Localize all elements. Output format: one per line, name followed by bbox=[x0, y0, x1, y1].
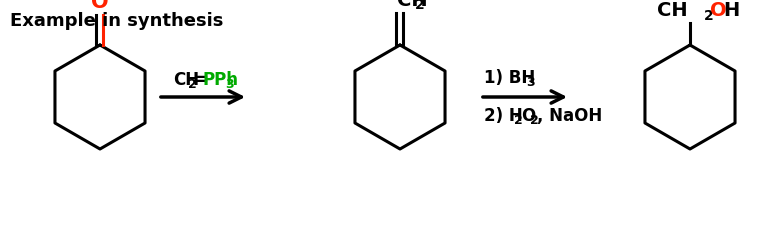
Text: O: O bbox=[710, 1, 727, 20]
Text: O: O bbox=[91, 0, 109, 12]
Text: CH: CH bbox=[397, 0, 428, 10]
Text: PPh: PPh bbox=[203, 71, 239, 89]
Text: 2: 2 bbox=[514, 114, 523, 127]
Text: 2) H: 2) H bbox=[484, 106, 523, 124]
Text: 2: 2 bbox=[530, 114, 538, 127]
Text: Example in synthesis: Example in synthesis bbox=[10, 12, 223, 30]
Text: 3: 3 bbox=[225, 78, 233, 91]
Text: =: = bbox=[194, 71, 208, 89]
Text: 1) BH: 1) BH bbox=[484, 69, 535, 87]
Text: , NaOH: , NaOH bbox=[537, 106, 602, 124]
Text: 2: 2 bbox=[704, 9, 713, 23]
Text: CH: CH bbox=[173, 71, 199, 89]
Text: 2: 2 bbox=[188, 78, 197, 91]
Text: 3: 3 bbox=[526, 76, 534, 89]
Text: H: H bbox=[723, 1, 739, 20]
Text: CH: CH bbox=[657, 1, 688, 20]
Text: 2: 2 bbox=[415, 0, 425, 12]
Text: O: O bbox=[521, 106, 535, 124]
